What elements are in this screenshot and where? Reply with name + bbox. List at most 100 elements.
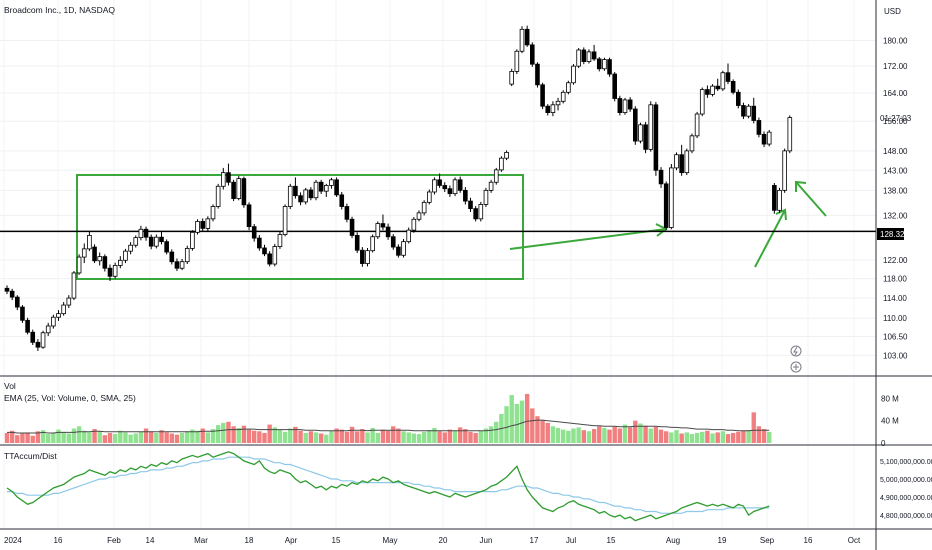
candle-body bbox=[530, 44, 535, 65]
volume-bar bbox=[432, 427, 437, 443]
candle-body bbox=[66, 297, 72, 306]
candle-body bbox=[555, 100, 561, 106]
volume-series bbox=[4, 393, 772, 443]
volume-bar bbox=[20, 433, 25, 443]
volume-bar bbox=[138, 431, 144, 443]
volume-bar bbox=[46, 434, 51, 443]
volume-bar bbox=[741, 430, 746, 443]
volume-bar bbox=[360, 429, 365, 443]
volume-title: Vol bbox=[4, 381, 16, 391]
up-arrow-line bbox=[754, 209, 786, 268]
candle-body bbox=[143, 228, 149, 238]
candle-body bbox=[344, 206, 350, 220]
candle-body bbox=[246, 204, 252, 228]
candle-body bbox=[447, 188, 453, 195]
candle-body bbox=[421, 201, 427, 214]
volume-bar bbox=[767, 431, 772, 443]
volume-bar bbox=[308, 431, 314, 443]
volume-bar bbox=[736, 431, 741, 443]
volume-bar bbox=[463, 429, 468, 443]
volume-bar bbox=[344, 431, 350, 443]
volume-bar bbox=[61, 431, 66, 443]
candle-body bbox=[674, 154, 679, 169]
candle-body bbox=[658, 169, 664, 185]
candle-body bbox=[514, 50, 520, 72]
candle-body bbox=[370, 236, 375, 252]
volume-bar bbox=[540, 420, 545, 443]
candle-body bbox=[689, 135, 695, 152]
volume-bar bbox=[107, 432, 113, 443]
time-tick: 14 bbox=[146, 536, 155, 545]
candle-body bbox=[293, 185, 298, 197]
time-tick: Jun bbox=[480, 536, 493, 545]
volume-bar bbox=[591, 429, 597, 443]
candle-body bbox=[401, 241, 406, 256]
price-tick: 172.00 bbox=[883, 62, 908, 71]
volume-bar bbox=[159, 430, 164, 443]
lightning-icon[interactable] bbox=[790, 345, 802, 357]
candle-body bbox=[169, 251, 175, 263]
volume-bar bbox=[550, 426, 556, 443]
volume-bar bbox=[488, 426, 494, 443]
candle-body bbox=[478, 204, 484, 220]
volume-bar bbox=[123, 432, 128, 443]
volume-bar bbox=[504, 406, 509, 443]
candle-body bbox=[766, 131, 772, 145]
candle-body bbox=[354, 235, 360, 251]
volume-bar bbox=[720, 431, 726, 443]
volume-bar bbox=[653, 426, 659, 443]
price-tick: 180.00 bbox=[883, 36, 908, 45]
volume-bar bbox=[571, 428, 576, 443]
candle-body bbox=[220, 172, 226, 187]
candle-body bbox=[694, 113, 700, 137]
volume-bar bbox=[143, 428, 149, 443]
candle-body bbox=[591, 51, 597, 60]
volume-bar bbox=[15, 435, 20, 443]
volume-bar bbox=[200, 428, 205, 443]
volume-bar bbox=[128, 434, 133, 443]
price-tick: 156.00 bbox=[883, 117, 908, 126]
candle-body bbox=[509, 71, 514, 85]
down-arrow-line bbox=[795, 181, 827, 217]
volume-ema-label: EMA (25, Vol: Volume, 0, SMA, 25) bbox=[4, 393, 136, 403]
candle-body bbox=[483, 189, 489, 205]
last-price-badge bbox=[877, 228, 904, 240]
candle-body bbox=[277, 234, 283, 248]
volume-bar bbox=[607, 429, 612, 443]
time-tick: May bbox=[382, 536, 397, 545]
plus-icon[interactable] bbox=[790, 361, 802, 373]
volume-bar bbox=[236, 427, 241, 443]
candle-body bbox=[251, 226, 257, 239]
candle-body bbox=[663, 183, 669, 228]
candle-body bbox=[380, 223, 386, 228]
volume-bar bbox=[561, 429, 566, 443]
volume-bar bbox=[715, 432, 720, 443]
volume-bar bbox=[298, 430, 303, 443]
volume-bar bbox=[664, 431, 669, 443]
candle-body bbox=[102, 256, 108, 269]
candle-body bbox=[308, 189, 314, 199]
volume-bar bbox=[576, 427, 581, 443]
candle-body bbox=[452, 179, 458, 195]
volume-bar bbox=[221, 422, 226, 443]
time-tick: 18 bbox=[245, 536, 254, 545]
candle-body bbox=[499, 157, 504, 171]
candle-body bbox=[741, 105, 746, 117]
candle-body bbox=[174, 261, 180, 269]
candle-body bbox=[360, 249, 365, 264]
accum-dist-line bbox=[6, 451, 770, 522]
price-tick: 103.00 bbox=[883, 351, 908, 360]
volume-bar bbox=[555, 427, 561, 443]
candle-body bbox=[730, 81, 736, 93]
volume-bar bbox=[494, 421, 499, 443]
candle-body bbox=[710, 85, 715, 95]
candle-body bbox=[550, 104, 556, 113]
volume-bar bbox=[509, 395, 514, 443]
time-axis[interactable]: 2024 16 Feb 14 Mar 18 Apr 15 May 20 Jun 17 Jul 15 Aug 1… bbox=[4, 536, 861, 545]
candle-body bbox=[787, 117, 793, 152]
price-axis[interactable]: 180.00 172.00 164.00 156.00 148.00 143.00 138.… bbox=[883, 36, 908, 360]
volume-bar bbox=[262, 432, 267, 443]
volume-bar bbox=[627, 427, 633, 443]
candle-body bbox=[40, 332, 46, 348]
